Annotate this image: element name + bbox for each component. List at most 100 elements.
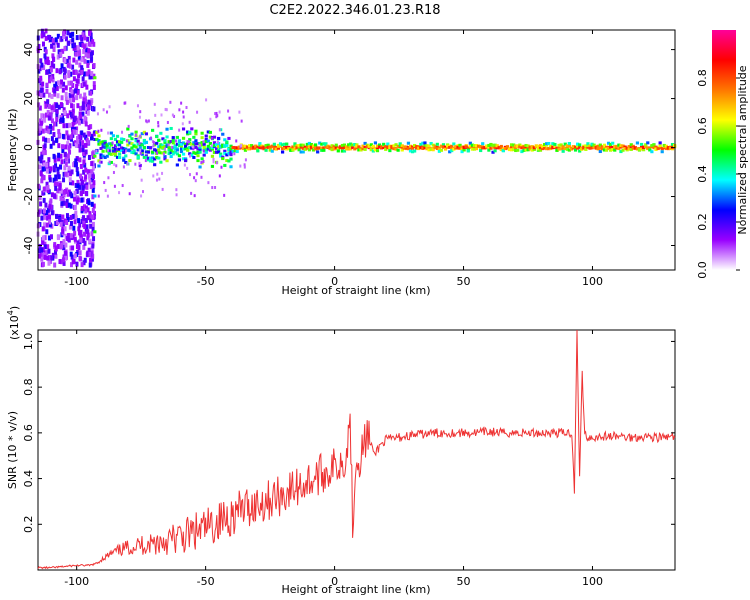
heatmap-cell [184, 147, 188, 151]
heatmap-cell [78, 93, 82, 99]
x-tick-label: 0 [331, 575, 338, 588]
heatmap-cell [621, 148, 625, 152]
heatmap-cell [84, 208, 88, 214]
heatmap-cell [38, 248, 42, 254]
heatmap-cell [169, 155, 173, 159]
heatmap-cell [155, 178, 158, 182]
heatmap-cell [79, 163, 83, 169]
heatmap-cell [99, 156, 103, 160]
heatmap-cell [189, 173, 192, 177]
heatmap-cell [429, 141, 433, 145]
heatmap-cell [326, 145, 330, 149]
heatmap-cell [229, 148, 233, 152]
heatmap-cell [151, 128, 155, 132]
colorbar-tick-label: 0.8 [696, 69, 709, 87]
heatmap-cell [340, 146, 345, 150]
heatmap-cell [40, 247, 44, 253]
heatmap-cell [85, 184, 89, 190]
heatmap-cell [60, 36, 64, 42]
heatmap-cell [512, 148, 516, 152]
heatmap-cell [77, 120, 81, 126]
x-tick-label: 50 [457, 575, 471, 588]
heatmap-cell [454, 145, 458, 149]
heatmap-cell [88, 131, 92, 137]
heatmap-cell [50, 136, 54, 142]
heatmap-cell [39, 85, 43, 91]
snr-plot-area [37, 329, 676, 571]
heatmap-cell [47, 115, 51, 121]
heatmap-cell [120, 146, 124, 150]
heatmap-cell [68, 59, 72, 65]
heatmap-cell [592, 145, 596, 149]
heatmap-cell [561, 146, 565, 150]
heatmap-cell [76, 45, 80, 51]
heatmap-cell [613, 144, 617, 148]
heatmap-cell [38, 66, 42, 72]
heatmap-cell [74, 129, 78, 135]
x-tick-label: 50 [457, 275, 471, 288]
x-tick-label: -100 [64, 575, 89, 588]
heatmap-cell [617, 143, 621, 147]
heatmap-cell [101, 140, 105, 144]
heatmap-cell [555, 148, 559, 152]
heatmap-cell [258, 142, 262, 146]
heatmap-cell [84, 174, 88, 180]
heatmap-cell [410, 146, 415, 150]
heatmap-cell [559, 147, 563, 151]
heatmap-cell [217, 148, 221, 152]
heatmap-cell [73, 190, 77, 196]
heatmap-cell [159, 143, 163, 147]
heatmap-cell [84, 205, 88, 211]
heatmap-cell [63, 250, 67, 256]
heatmap-cell [71, 31, 75, 37]
heatmap-cell [50, 108, 54, 114]
heatmap-cell [406, 141, 411, 145]
heatmap-cell [62, 171, 66, 177]
heatmap-cell [559, 143, 563, 147]
heatmap-cell [56, 235, 60, 241]
heatmap-cell [53, 262, 57, 268]
heatmap-cell [111, 134, 116, 138]
heatmap-cell [87, 154, 91, 160]
heatmap-cell [437, 148, 441, 152]
heatmap-cell [51, 53, 55, 59]
heatmap-cell [67, 145, 71, 151]
heatmap-cell [139, 110, 142, 114]
heatmap-cell [154, 113, 157, 117]
heatmap-cell [159, 145, 163, 149]
heatmap-cell [142, 141, 146, 145]
snr-x-ticks: -100 -50 0 50 100 [64, 330, 603, 588]
heatmap-cell [75, 35, 79, 41]
heatmap-cell [516, 144, 520, 148]
heatmap-cell [101, 142, 105, 146]
heatmap-cell [87, 247, 91, 253]
heatmap-cell [311, 148, 316, 152]
heatmap-cell [245, 145, 250, 149]
heatmap-cell [652, 146, 656, 150]
heatmap-cell [268, 148, 272, 152]
heatmap-cell [316, 146, 320, 150]
heatmap-cell [328, 145, 332, 149]
heatmap-cell [68, 98, 72, 104]
heatmap-cell [223, 138, 227, 142]
heatmap-cell [198, 150, 202, 154]
heatmap-cell [136, 154, 140, 158]
heatmap-cell [59, 79, 63, 85]
heatmap-cell [65, 123, 69, 129]
heatmap-cell [62, 260, 66, 266]
heatmap-cell [596, 147, 600, 151]
heatmap-cell [89, 124, 93, 130]
heatmap-cell [115, 143, 120, 147]
heatmap-cell [538, 148, 543, 152]
heatmap-cell [78, 250, 82, 256]
heatmap-cell [83, 99, 87, 105]
heatmap-cell [584, 147, 588, 151]
heatmap-cell [100, 128, 103, 132]
heatmap-cell [90, 169, 94, 175]
heatmap-cell [103, 145, 107, 149]
heatmap-cell [75, 59, 79, 65]
heatmap-cell [264, 144, 268, 148]
heatmap-cell [61, 197, 65, 203]
heatmap-cell [192, 151, 196, 155]
heatmap-cell [44, 28, 48, 34]
